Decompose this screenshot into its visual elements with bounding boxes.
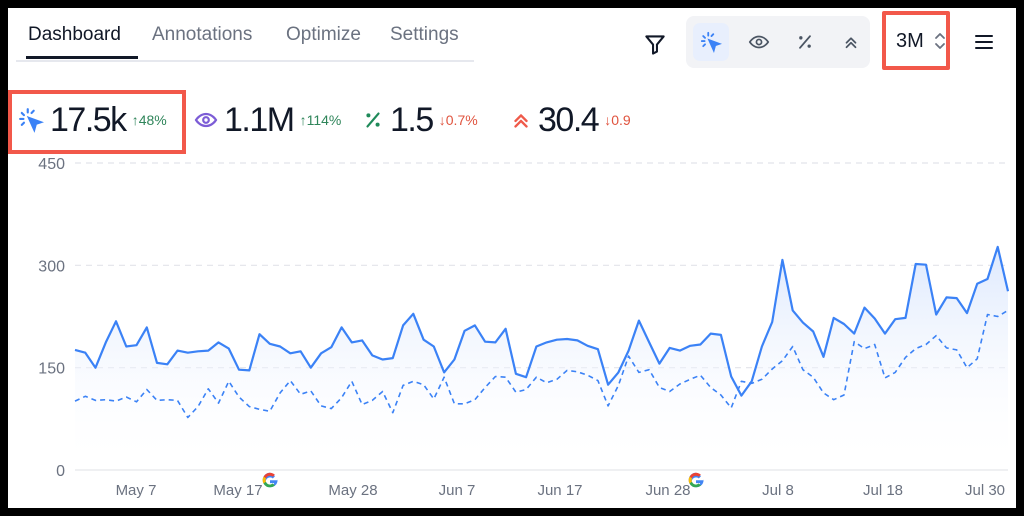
google-icon[interactable]: [262, 472, 278, 488]
filter-icon: [645, 35, 665, 55]
y-tick-label: 150: [38, 361, 65, 378]
y-tick-label: 300: [38, 258, 65, 275]
toggle-position[interactable]: [833, 23, 869, 61]
tab-optimize[interactable]: Optimize: [286, 24, 361, 45]
eye-icon: [194, 112, 218, 128]
x-tick-label: Jul 18: [863, 482, 903, 499]
x-tick-label: Jun 7: [439, 482, 476, 499]
metric-value: 17.5k: [50, 100, 127, 139]
eye-icon: [748, 35, 770, 49]
google-icon[interactable]: [688, 472, 704, 488]
position-icon: [514, 114, 528, 128]
clicks-icon: [19, 108, 44, 133]
toggle-impressions[interactable]: [741, 23, 777, 61]
x-tick-label: Jun 28: [645, 482, 690, 499]
series-area: [75, 246, 1008, 470]
toggle-clicks[interactable]: [693, 23, 729, 61]
clicks-metric-highlight: [8, 90, 186, 154]
metric-impressions[interactable]: 1.1M ↑114%: [194, 100, 341, 140]
metric-delta: ↓0.7%: [438, 112, 478, 128]
metric-delta: ↑48%: [131, 112, 167, 128]
tab-settings[interactable]: Settings: [390, 24, 459, 45]
active-tab-indicator: [26, 56, 138, 59]
metric-value: 30.4: [538, 100, 600, 139]
filter-button[interactable]: [642, 31, 668, 57]
tab-dashboard[interactable]: Dashboard: [28, 24, 121, 45]
x-tick-label: Jul 30: [965, 482, 1005, 499]
tab-bar: Dashboard Annotations Optimize Settings: [16, 22, 474, 62]
date-range-value: 3M: [896, 30, 924, 52]
current-period-line: [74, 245, 1010, 397]
metric-ctr[interactable]: 1.5 ↓0.7%: [362, 100, 478, 140]
x-tick-label: May 17: [213, 482, 262, 499]
x-tick-label: Jun 17: [537, 482, 582, 499]
chevron-up-down-icon: [935, 33, 945, 49]
clicks-icon: [700, 31, 722, 53]
metric-delta: ↓0.9: [604, 112, 631, 128]
metric-value: 1.5: [390, 100, 434, 139]
hamburger-icon: [975, 35, 993, 49]
x-tick-label: May 28: [328, 482, 377, 499]
metric-value: 1.1M: [224, 100, 295, 139]
date-range-select[interactable]: 3M: [882, 11, 950, 70]
y-tick-label: 450: [38, 156, 65, 173]
clicks-chart: 450 300 150 0 May 7 May 17 May 28 Jun 7 Jun 17 J…: [38, 156, 1010, 499]
previous-period-line: [74, 309, 1009, 419]
percent-icon: [366, 112, 380, 128]
app-frame: 450 300 150 0 May 7 May 17 May 28 Jun 7 Jun 17 J…: [8, 8, 1016, 508]
tab-annotations[interactable]: Annotations: [152, 24, 253, 45]
metric-clicks[interactable]: 17.5k ↑48%: [18, 100, 167, 140]
menu-button[interactable]: [972, 31, 996, 53]
x-tick-label: May 7: [116, 482, 157, 499]
x-tick-label: Jul 8: [762, 482, 794, 499]
metric-position[interactable]: 30.4 ↓0.9: [510, 100, 631, 140]
metric-delta: ↑114%: [299, 112, 342, 128]
y-tick-label: 0: [56, 463, 65, 480]
position-icon: [845, 37, 857, 49]
metric-toggle-group: [686, 16, 870, 68]
toggle-ctr[interactable]: [787, 23, 823, 61]
percent-icon: [799, 35, 811, 49]
